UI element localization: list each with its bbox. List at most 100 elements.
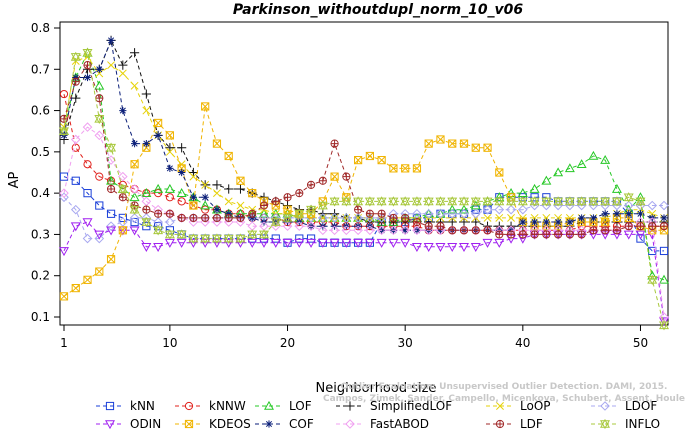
data-point-kdeos bbox=[436, 135, 445, 144]
series-line-inflo bbox=[63, 52, 665, 326]
data-point-cof bbox=[166, 164, 174, 172]
data-point-fastabod bbox=[318, 225, 328, 236]
data-point-ldof bbox=[518, 204, 528, 215]
data-point-inflo bbox=[411, 196, 422, 207]
data-point-inflo bbox=[188, 233, 199, 244]
data-point-lof bbox=[553, 167, 564, 177]
data-point-fastabod bbox=[341, 225, 352, 236]
data-point-ldof bbox=[565, 200, 575, 211]
data-point-ldf bbox=[648, 222, 657, 231]
data-point-inflo bbox=[223, 233, 234, 244]
data-point-odin bbox=[635, 230, 646, 240]
data-point-ldf bbox=[589, 226, 598, 235]
data-point-simplifiedlof bbox=[188, 167, 199, 178]
data-point-fastabod bbox=[129, 184, 140, 194]
data-point-odin bbox=[411, 243, 422, 252]
x-tick-label: 10 bbox=[162, 336, 177, 350]
legend-item-knnw: kNNW bbox=[175, 399, 246, 413]
data-point-loop bbox=[212, 189, 221, 198]
data-point-simplifiedlof bbox=[282, 200, 293, 211]
data-point-simplifiedlof bbox=[459, 217, 469, 227]
legend-item-knn: kNN bbox=[96, 399, 155, 413]
data-point-ldf bbox=[154, 209, 163, 218]
data-point-lof bbox=[576, 159, 587, 169]
data-point-ldf bbox=[259, 201, 269, 210]
data-point-kdeos bbox=[659, 226, 669, 235]
data-point-fastabod bbox=[282, 221, 293, 231]
series-knnw bbox=[59, 89, 669, 235]
legend-item-odin: ODIN bbox=[96, 417, 161, 431]
data-point-knn bbox=[248, 234, 257, 243]
data-point-inflo bbox=[270, 216, 281, 228]
data-point-fastabod bbox=[94, 130, 105, 141]
data-point-kdeos bbox=[330, 172, 339, 181]
data-point-ldf bbox=[283, 193, 292, 202]
data-point-fastabod bbox=[306, 221, 316, 231]
data-point-knn bbox=[83, 189, 92, 198]
data-point-ldf bbox=[565, 230, 574, 239]
data-point-simplifiedlof bbox=[212, 180, 222, 190]
legend-item-simplifiedlof: SimplifiedLOF bbox=[336, 399, 452, 413]
data-point-odin bbox=[306, 238, 317, 248]
data-point-cof bbox=[130, 140, 139, 148]
data-point-inflo bbox=[176, 229, 187, 240]
series-layer bbox=[59, 35, 669, 331]
data-point-inflo bbox=[611, 196, 622, 207]
data-point-inflo bbox=[211, 233, 222, 244]
data-point-inflo bbox=[482, 196, 493, 207]
data-point-kdeos bbox=[236, 176, 245, 185]
data-point-kdeos bbox=[212, 139, 222, 148]
data-point-inflo bbox=[576, 196, 587, 207]
data-point-ldf bbox=[106, 184, 116, 194]
data-point-cof bbox=[201, 193, 209, 201]
data-point-cof bbox=[178, 168, 186, 177]
credit-line-1: Outlier Evaluation: Unsupervised Outlier… bbox=[341, 382, 668, 392]
data-point-inflo bbox=[529, 196, 540, 207]
data-point-simplifiedlof bbox=[471, 217, 481, 227]
legend-item-cof: COF bbox=[255, 417, 314, 431]
data-point-ldof bbox=[353, 213, 363, 223]
data-point-kdeos bbox=[106, 255, 116, 264]
data-point-ldf bbox=[518, 230, 527, 239]
y-tick-label: 0.6 bbox=[31, 104, 50, 118]
data-point-inflo bbox=[423, 196, 434, 207]
data-point-simplifiedlof bbox=[235, 184, 246, 194]
data-point-odin bbox=[353, 238, 364, 248]
data-point-cof bbox=[578, 214, 586, 222]
data-point-cof bbox=[142, 140, 150, 148]
data-point-ldof bbox=[600, 200, 610, 211]
data-point-ldf bbox=[554, 230, 563, 239]
series-line-simplifiedlof bbox=[63, 39, 664, 227]
data-point-lof bbox=[611, 183, 622, 193]
series-line-ldof bbox=[63, 196, 664, 240]
data-point-cof bbox=[436, 226, 445, 234]
data-point-simplifiedlof bbox=[71, 93, 81, 103]
data-point-ldf bbox=[659, 222, 669, 231]
data-point-loop bbox=[224, 197, 233, 206]
data-point-ldof bbox=[423, 208, 434, 219]
data-point-fastabod bbox=[376, 225, 387, 236]
data-point-kdeos bbox=[83, 275, 92, 284]
data-point-ldf bbox=[424, 222, 433, 231]
data-point-ldof bbox=[612, 200, 622, 211]
data-point-ldof bbox=[459, 208, 469, 219]
data-point-odin bbox=[647, 230, 658, 240]
data-point-odin bbox=[329, 238, 340, 248]
data-point-knn bbox=[118, 213, 127, 223]
data-point-inflo bbox=[306, 204, 317, 215]
series-inflo bbox=[59, 47, 669, 331]
data-point-odin bbox=[294, 238, 305, 248]
data-point-ldf bbox=[612, 226, 622, 235]
data-point-odin bbox=[623, 230, 634, 240]
series-lof bbox=[59, 47, 669, 284]
chart-title: Parkinson_withoutdupl_norm_10_v06 bbox=[233, 2, 524, 18]
data-point-ldf bbox=[212, 213, 222, 223]
data-point-odin bbox=[200, 238, 211, 248]
data-point-inflo bbox=[141, 216, 152, 228]
data-point-ldf bbox=[483, 226, 492, 235]
data-point-knnw bbox=[95, 172, 104, 181]
legend-item-ldf: LDF bbox=[486, 417, 543, 431]
data-point-lof bbox=[459, 204, 469, 214]
data-point-ldof bbox=[623, 200, 634, 211]
data-point-kdeos bbox=[448, 139, 457, 148]
